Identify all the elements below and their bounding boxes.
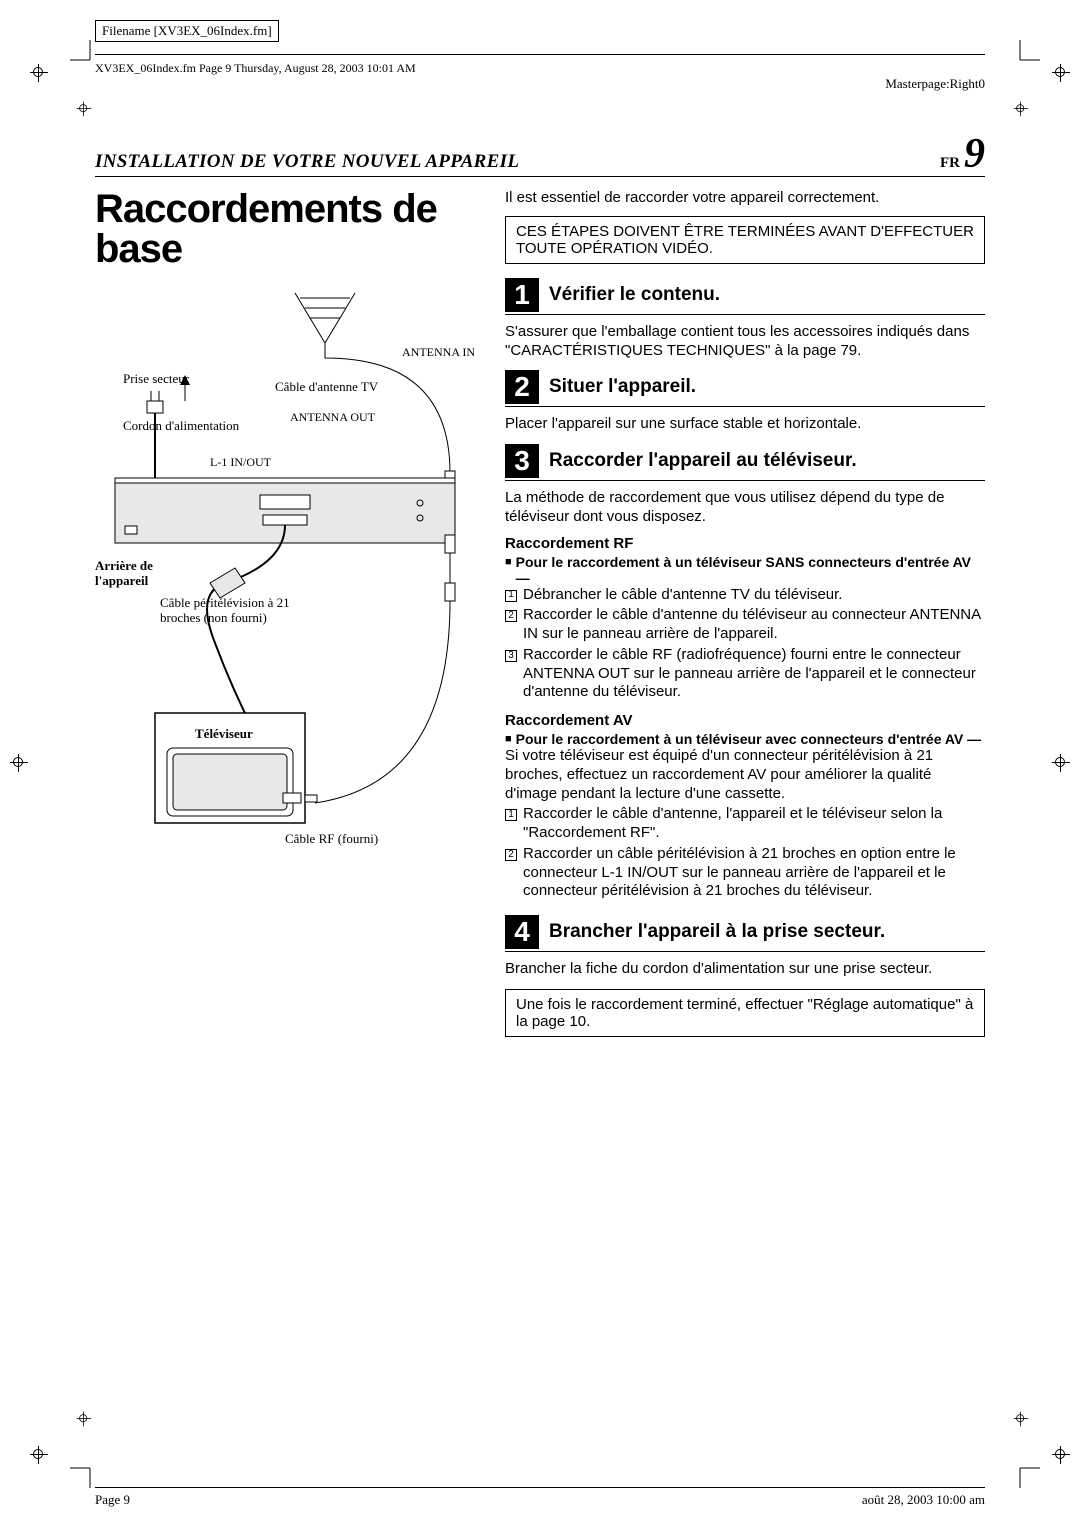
section-title: INSTALLATION DE VOTRE NOUVEL APPAREIL: [95, 151, 519, 173]
step-body: La méthode de raccordement que vous util…: [505, 489, 985, 527]
bullet-heading: ■ Pour le raccordement à un téléviseur S…: [505, 554, 985, 586]
list-item: 1Raccorder le câble d'antenne, l'apparei…: [505, 805, 985, 843]
step-number-icon: 3: [505, 444, 539, 478]
columns: Raccordements de base: [95, 189, 985, 1051]
diagram-label: Câble RF (fourni): [285, 831, 378, 847]
step-title: Brancher l'appareil à la prise secteur.: [549, 921, 885, 943]
step-body: Brancher la fiche du cordon d'alimentati…: [505, 960, 985, 979]
list-number-icon: 2: [505, 610, 517, 622]
step-body: S'assurer que l'emballage contient tous …: [505, 323, 985, 361]
step-number-icon: 4: [505, 915, 539, 949]
list-item: 2Raccorder le câble d'antenne du télévis…: [505, 606, 985, 644]
list-number-icon: 1: [505, 809, 517, 821]
left-column: Raccordements de base: [95, 189, 485, 1051]
step-number-icon: 1: [505, 278, 539, 312]
crop-mark-icon: [1014, 102, 1028, 116]
list-item: 2Raccorder un câble péritélévision à 21 …: [505, 845, 985, 901]
diagram-label: Téléviseur: [195, 726, 253, 742]
lang-code: FR: [940, 155, 960, 172]
callout-box: CES ÉTAPES DOIVENT ÊTRE TERMINÉES AVANT …: [505, 216, 985, 264]
step-header: 2 Situer l'appareil.: [505, 370, 985, 407]
step-body: Si votre téléviseur est équipé d'un conn…: [505, 747, 985, 803]
diagram-label: Cordon d'alimentation: [123, 418, 239, 434]
crop-mark-icon: [30, 1446, 48, 1464]
numbered-list: 1Débrancher le câble d'antenne TV du tél…: [505, 586, 985, 703]
crop-mark-icon: [1052, 1446, 1070, 1464]
list-number-icon: 3: [505, 650, 517, 662]
crop-mark-icon: [77, 102, 91, 116]
diagram-label: ANTENNA OUT: [290, 410, 375, 424]
filename-box: Filename [XV3EX_06Index.fm]: [95, 20, 279, 42]
page-content: Filename [XV3EX_06Index.fm] XV3EX_06Inde…: [95, 20, 985, 1051]
diagram-label: Prise secteur: [123, 371, 189, 387]
bullet-heading-text: Pour le raccordement à un téléviseur ave…: [516, 731, 982, 747]
numbered-list: 1Raccorder le câble d'antenne, l'apparei…: [505, 805, 985, 901]
sub-heading: Raccordement AV: [505, 712, 985, 729]
page-number: 9: [964, 136, 985, 174]
step-title: Vérifier le contenu.: [549, 284, 720, 306]
callout-box: Une fois le raccordement terminé, effect…: [505, 989, 985, 1037]
crop-mark-icon: [10, 754, 28, 772]
crop-lines-icon: [1010, 1458, 1040, 1488]
footer: Page 9 août 28, 2003 10:00 am: [95, 1487, 985, 1508]
diagram-label: Arrière de l'appareil: [95, 558, 185, 589]
bullet-heading-text: Pour le raccordement à un téléviseur SAN…: [516, 554, 985, 586]
step-header: 4 Brancher l'appareil à la prise secteur…: [505, 915, 985, 952]
step-title: Raccorder l'appareil au téléviseur.: [549, 450, 857, 472]
list-number-icon: 2: [505, 849, 517, 861]
print-info: XV3EX_06Index.fm Page 9 Thursday, August…: [95, 61, 985, 76]
bullet-heading: ■ Pour le raccordement à un téléviseur a…: [505, 731, 985, 747]
masterpage-label: Masterpage:Right0: [885, 76, 985, 92]
square-bullet-icon: ■: [505, 556, 512, 588]
crop-lines-icon: [70, 1458, 100, 1488]
crop-mark-icon: [77, 1412, 91, 1426]
crop-mark-icon: [30, 64, 48, 82]
footer-left: Page 9: [95, 1492, 130, 1508]
footer-right: août 28, 2003 10:00 am: [862, 1492, 985, 1508]
right-column: Il est essentiel de raccorder votre appa…: [505, 189, 985, 1051]
diagram-label: L-1 IN/OUT: [210, 455, 271, 469]
intro-text: Il est essentiel de raccorder votre appa…: [505, 189, 985, 206]
list-item: 3Raccorder le câble RF (radiofréquence) …: [505, 646, 985, 702]
header-rule: [95, 54, 985, 55]
section-header: INSTALLATION DE VOTRE NOUVEL APPAREIL FR…: [95, 136, 985, 177]
diagram-label: Câble d'antenne TV: [275, 379, 378, 395]
page-number-area: FR 9: [940, 136, 985, 174]
step-body: Placer l'appareil sur une surface stable…: [505, 415, 985, 434]
crop-mark-icon: [1014, 1412, 1028, 1426]
sub-heading: Raccordement RF: [505, 535, 985, 552]
crop-lines-icon: [1010, 40, 1040, 70]
crop-mark-icon: [1052, 754, 1070, 772]
step-number-icon: 2: [505, 370, 539, 404]
main-title: Raccordements de base: [95, 189, 485, 269]
list-number-icon: 1: [505, 590, 517, 602]
diagram-label: ANTENNA IN: [402, 345, 475, 359]
step-header: 1 Vérifier le contenu.: [505, 278, 985, 315]
step-header: 3 Raccorder l'appareil au téléviseur.: [505, 444, 985, 481]
diagram-label: Câble péritélévision à 21 broches (non f…: [160, 595, 310, 626]
crop-mark-icon: [1052, 64, 1070, 82]
step-title: Situer l'appareil.: [549, 376, 696, 398]
square-bullet-icon: ■: [505, 733, 512, 749]
list-item: 1Débrancher le câble d'antenne TV du tél…: [505, 586, 985, 605]
connection-diagram: ANTENNA IN Prise secteur Câble d'antenne…: [95, 283, 485, 873]
